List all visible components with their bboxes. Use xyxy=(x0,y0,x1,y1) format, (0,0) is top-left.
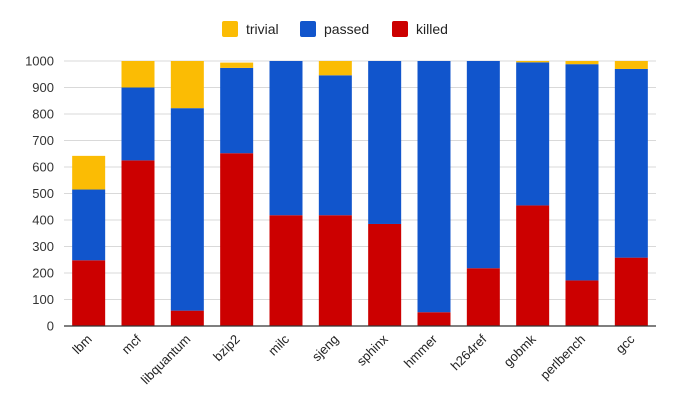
y-tick-label-100: 100 xyxy=(32,292,54,307)
bar-gcc-killed xyxy=(614,257,648,326)
bar-sphinx-passed xyxy=(368,61,402,224)
bar-sjeng-trivial xyxy=(318,61,352,76)
x-tick-label-gobmk: gobmk xyxy=(501,331,540,370)
bar-mcf-trivial xyxy=(121,61,155,88)
y-tick-label-600: 600 xyxy=(32,160,54,175)
x-tick-label-bzip2: bzip2 xyxy=(210,332,243,365)
x-tick-label-hmmer: hmmer xyxy=(401,331,441,371)
legend-swatch-trivial xyxy=(222,21,238,37)
x-tick-label-h264ref: h264ref xyxy=(448,331,490,373)
legend-item-trivial: trivial xyxy=(222,18,279,40)
bar-gobmk-trivial xyxy=(516,61,550,63)
y-tick-label-0: 0 xyxy=(47,319,54,334)
y-tick-label-800: 800 xyxy=(32,107,54,122)
x-tick-label-milc: milc xyxy=(265,331,292,358)
bar-libquantum-trivial xyxy=(170,61,204,109)
bar-libquantum-passed xyxy=(170,108,204,311)
bar-gobmk-passed xyxy=(516,62,550,206)
bar-sphinx-killed xyxy=(368,223,402,326)
bar-perlbench-trivial xyxy=(565,61,599,65)
bar-perlbench-passed xyxy=(565,64,599,281)
bar-hmmer-killed xyxy=(417,312,451,326)
y-tick-label-900: 900 xyxy=(32,80,54,95)
x-tick-label-sphinx: sphinx xyxy=(354,331,392,369)
bar-gcc-trivial xyxy=(614,61,648,69)
y-tick-label-500: 500 xyxy=(32,186,54,201)
legend-swatch-killed xyxy=(392,21,408,37)
bar-h264ref-killed xyxy=(466,268,500,326)
bar-lbm-trivial xyxy=(72,155,106,190)
bar-sjeng-killed xyxy=(318,215,352,326)
x-tick-label-perlbench: perlbench xyxy=(537,332,588,383)
x-tick-label-lbm: lbm xyxy=(69,332,94,357)
bar-hmmer-passed xyxy=(417,61,451,313)
bar-bzip2-passed xyxy=(220,67,254,154)
legend-label-passed: passed xyxy=(324,21,370,37)
x-tick-label-sjeng: sjeng xyxy=(309,332,342,365)
bar-mcf-passed xyxy=(121,87,155,161)
x-tick-label-mcf: mcf xyxy=(119,331,145,357)
y-tick-label-300: 300 xyxy=(32,239,54,254)
y-tick-label-700: 700 xyxy=(32,133,54,148)
bar-lbm-passed xyxy=(72,189,106,261)
bar-bzip2-trivial xyxy=(220,62,254,68)
y-tick-label-1000: 1000 xyxy=(25,54,54,69)
legend: trivial passed killed xyxy=(0,18,676,40)
bar-bzip2-killed xyxy=(220,153,254,326)
y-tick-label-200: 200 xyxy=(32,266,54,281)
bar-milc-killed xyxy=(269,215,303,326)
bar-sjeng-passed xyxy=(318,75,352,216)
x-tick-label-libquantum: libquantum xyxy=(138,332,194,388)
legend-item-killed: killed xyxy=(392,18,448,40)
x-tick-label-gcc: gcc xyxy=(613,331,638,356)
legend-item-passed: passed xyxy=(300,18,369,40)
bar-gcc-passed xyxy=(614,68,648,258)
bar-h264ref-passed xyxy=(466,61,500,269)
bar-milc-passed xyxy=(269,61,303,216)
bar-lbm-killed xyxy=(72,260,106,326)
bar-libquantum-killed xyxy=(170,310,204,326)
bar-mcf-killed xyxy=(121,160,155,326)
bar-perlbench-killed xyxy=(565,280,599,326)
legend-swatch-passed xyxy=(300,21,316,37)
y-tick-label-400: 400 xyxy=(32,213,54,228)
legend-label-trivial: trivial xyxy=(246,21,279,37)
bar-gobmk-killed xyxy=(516,205,550,326)
legend-label-killed: killed xyxy=(416,21,448,37)
